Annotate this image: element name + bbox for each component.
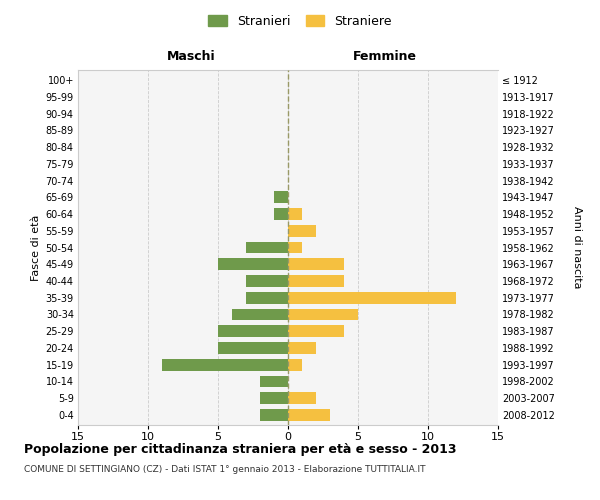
Bar xyxy=(288,225,316,236)
Bar xyxy=(260,392,288,404)
Bar xyxy=(288,208,302,220)
Bar xyxy=(288,308,358,320)
Bar xyxy=(288,242,302,254)
Bar xyxy=(288,342,316,354)
Bar xyxy=(288,275,344,287)
Bar xyxy=(288,292,456,304)
Bar xyxy=(288,326,344,337)
Bar xyxy=(274,208,288,220)
Bar xyxy=(260,409,288,421)
Bar xyxy=(246,242,288,254)
Bar xyxy=(218,258,288,270)
Bar xyxy=(246,275,288,287)
Bar xyxy=(162,359,288,370)
Y-axis label: Fasce di età: Fasce di età xyxy=(31,214,41,280)
Bar xyxy=(288,392,316,404)
Legend: Stranieri, Straniere: Stranieri, Straniere xyxy=(205,11,395,32)
Bar xyxy=(218,342,288,354)
Bar xyxy=(232,308,288,320)
Bar xyxy=(274,192,288,203)
Bar xyxy=(288,258,344,270)
Bar xyxy=(260,376,288,388)
Text: Maschi: Maschi xyxy=(167,50,216,63)
Bar xyxy=(218,326,288,337)
Text: Femmine: Femmine xyxy=(353,50,416,63)
Bar xyxy=(246,292,288,304)
Text: COMUNE DI SETTINGIANO (CZ) - Dati ISTAT 1° gennaio 2013 - Elaborazione TUTTITALI: COMUNE DI SETTINGIANO (CZ) - Dati ISTAT … xyxy=(24,466,425,474)
Bar xyxy=(288,359,302,370)
Text: Popolazione per cittadinanza straniera per età e sesso - 2013: Popolazione per cittadinanza straniera p… xyxy=(24,442,457,456)
Y-axis label: Anni di nascita: Anni di nascita xyxy=(572,206,582,289)
Bar xyxy=(288,409,330,421)
